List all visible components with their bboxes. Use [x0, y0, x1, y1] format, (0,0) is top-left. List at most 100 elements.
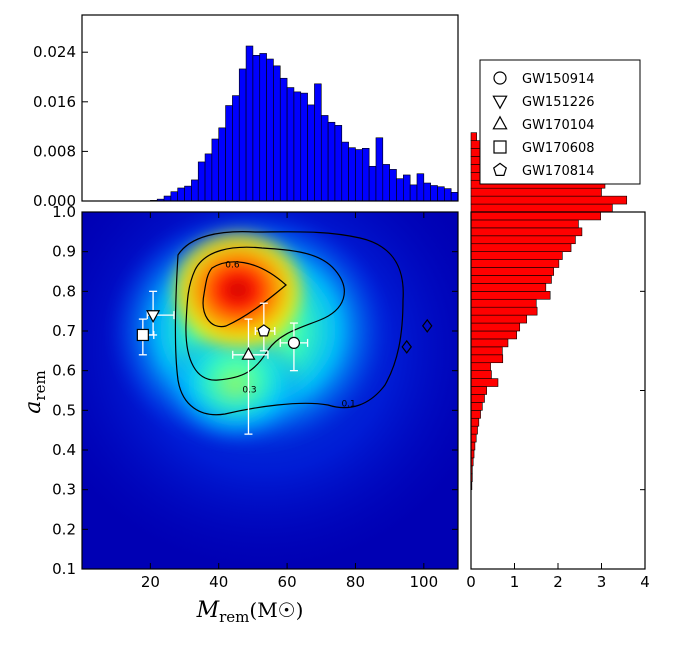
top-hist-bar	[327, 121, 336, 202]
top-hist-bar	[184, 185, 192, 202]
contour-label: 0.3	[242, 385, 256, 395]
event-GW170104	[232, 318, 269, 435]
event-GW150914	[279, 322, 309, 372]
right-x-tick-label: 2	[553, 573, 563, 591]
legend-items: GW150914 GW151226 GW170104 GW170608 GW170814	[492, 71, 595, 179]
y-tick-label: 0.6	[52, 362, 76, 380]
x-axis-label: Mrem(M☉)	[196, 598, 304, 626]
top-histogram: 0.000 0.008 0.016 0.024	[33, 14, 459, 210]
top-hist-bar	[355, 149, 363, 202]
event-marker	[257, 324, 271, 337]
right-x-ticks: 0 1 2 3 4	[466, 290, 650, 591]
right-hist-bar	[470, 362, 491, 371]
top-hist-bar	[204, 153, 213, 202]
top-hist-bar	[232, 95, 240, 202]
right-hist-bar	[470, 425, 478, 435]
event-marker	[287, 336, 301, 349]
legend-box	[479, 59, 641, 185]
top-hist-bar	[368, 165, 377, 202]
legend-marker	[493, 162, 507, 176]
top-hist-bar	[409, 184, 418, 202]
legend-marker	[493, 140, 507, 154]
right-hist-bar	[470, 378, 499, 387]
heatmap-core	[166, 226, 310, 354]
y-axis-label: arem	[21, 370, 49, 413]
top-hist-bar	[396, 178, 404, 202]
top-hist-bar	[416, 173, 425, 202]
legend-marker	[492, 115, 508, 130]
top-hist-bar	[341, 141, 349, 202]
top-hist-bar	[444, 188, 452, 202]
top-hist-bar	[334, 125, 343, 202]
y-tick-label: 0.9	[52, 243, 76, 261]
contours	[174, 231, 404, 416]
right-hist-bar	[470, 235, 576, 245]
x-tick-label: 40	[209, 573, 228, 591]
right-hist-bar	[470, 211, 601, 221]
right-hist-bar	[470, 195, 628, 205]
right-hist-bar	[470, 346, 503, 356]
right-hist-bar	[470, 283, 547, 292]
legend-item: GW150914	[493, 71, 595, 87]
top-hist-bar	[211, 138, 220, 202]
top-hist-bar	[252, 54, 261, 202]
top-hist-bar	[361, 148, 370, 202]
top-y-ticks: 0.000 0.008 0.016 0.024	[33, 43, 88, 210]
legend-label: GW170608	[522, 141, 595, 156]
right-hist-bar	[470, 338, 509, 348]
heatmap-mid-tail	[165, 325, 305, 445]
top-hist-bar	[382, 164, 390, 202]
event-marker	[136, 328, 149, 342]
event-marker	[241, 346, 256, 360]
top-hist-bar	[389, 169, 397, 202]
top-hist-bar	[197, 161, 206, 202]
right-hist-bar	[470, 386, 487, 395]
legend-label: GW151226	[522, 95, 595, 110]
top-frame	[81, 14, 459, 202]
top-y-tick-label: 0.024	[33, 43, 76, 61]
right-x-tick-label: 3	[597, 573, 607, 591]
main-panel: 0.6 0.3 0.1 20 40 60 80 100 0.1 0.2 0.3 0.4 0.5 0.6…	[21, 203, 459, 626]
top-hist-bar	[450, 192, 459, 202]
top-hist-bar	[430, 185, 438, 202]
right-x-tick-label: 4	[640, 573, 650, 591]
y-tick-label: 0.8	[52, 282, 76, 300]
right-hist-bar	[470, 219, 579, 229]
right-hist-bar	[470, 275, 552, 284]
legend-marker	[492, 95, 508, 110]
legend-label: GW170104	[522, 118, 595, 133]
top-hist-bar	[225, 105, 233, 202]
top-hist-bar	[293, 91, 302, 202]
y-tick-label: 1.0	[52, 203, 76, 221]
legend-label: GW150914	[522, 72, 595, 87]
x-tick-label: 20	[141, 573, 160, 591]
x-tick-label: 100	[409, 573, 438, 591]
top-hist-bar	[423, 182, 431, 202]
y-tick-label: 0.7	[52, 322, 76, 340]
top-y-tick-label: 0.008	[33, 142, 76, 160]
top-hist-bar	[170, 191, 179, 202]
top-hist-bar	[279, 77, 288, 202]
top-hist-bar	[437, 186, 445, 202]
density-heatmap	[82, 212, 458, 569]
top-hist-bar	[266, 58, 274, 202]
legend-item: GW151226	[492, 95, 595, 110]
right-hist-bar	[470, 322, 521, 332]
top-hist-bar	[273, 65, 281, 202]
right-hist-bar	[470, 370, 492, 379]
right-hist-bar	[470, 314, 527, 324]
right-hist-bar	[470, 291, 551, 300]
top-hist-bar	[300, 92, 308, 202]
outlier-diamond	[421, 318, 433, 333]
right-hist-bar	[470, 267, 554, 276]
top-hist-bar	[348, 147, 356, 202]
top-hist-bar	[163, 195, 172, 202]
y-tick-label: 0.1	[52, 560, 76, 578]
legend: GW150914 GW151226 GW170104 GW170608 GW170814	[479, 59, 641, 185]
right-histogram-bars	[470, 132, 628, 490]
top-hist-bar	[314, 83, 322, 202]
event-marker	[146, 310, 161, 323]
outlier-diamond	[401, 339, 412, 354]
top-hist-bar	[286, 87, 295, 202]
